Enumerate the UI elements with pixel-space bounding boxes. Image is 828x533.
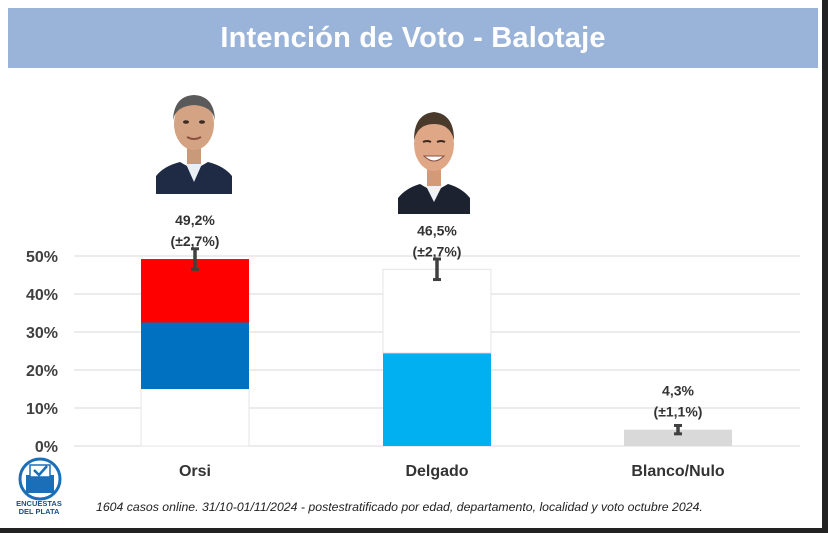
- y-tick-label: 40%: [26, 287, 58, 304]
- category-label: Orsi: [179, 463, 211, 480]
- margin-label: (±1,1%): [654, 404, 703, 420]
- title-bar: Intención de Voto - Balotaje: [8, 8, 818, 68]
- bar-segment: [140, 388, 250, 447]
- bar-segment: [383, 352, 491, 446]
- orsi-portrait: [156, 80, 232, 194]
- value-label: 4,3%: [662, 383, 694, 399]
- labels: 0% 10% 20% 30% 40% 50% Orsi 49,2% (±2,7%) Delgado…: [26, 212, 725, 480]
- y-tick-label: 20%: [26, 363, 58, 380]
- bar-segment: [382, 268, 492, 354]
- y-tick-label: 10%: [26, 401, 58, 418]
- logo-text: ENCUESTAS DEL PLATA: [6, 500, 72, 516]
- chart-title: Intención de Voto - Balotaje: [220, 21, 606, 54]
- value-label: 49,2%: [175, 212, 215, 228]
- value-label: 46,5%: [417, 222, 457, 238]
- delgado-portrait: [398, 98, 470, 214]
- margin-label: (±2,7%): [413, 243, 462, 259]
- bar-segment: [141, 322, 249, 389]
- margin-label: (±2,7%): [171, 233, 220, 249]
- bars: [140, 247, 732, 447]
- category-label: Blanco/Nulo: [631, 463, 725, 480]
- y-tick-label: 50%: [26, 249, 58, 266]
- category-label: Delgado: [405, 463, 468, 480]
- logo-line-2: DEL PLATA: [18, 507, 60, 516]
- y-tick-label: 30%: [26, 325, 58, 342]
- logo-line-1: ENCUESTAS: [16, 499, 62, 508]
- encuestas-logo: [18, 457, 62, 501]
- y-tick-label: 0%: [35, 439, 58, 456]
- footnote: 1604 casos online. 31/10-01/11/2024 - po…: [96, 500, 703, 514]
- bar-segment: [624, 429, 732, 446]
